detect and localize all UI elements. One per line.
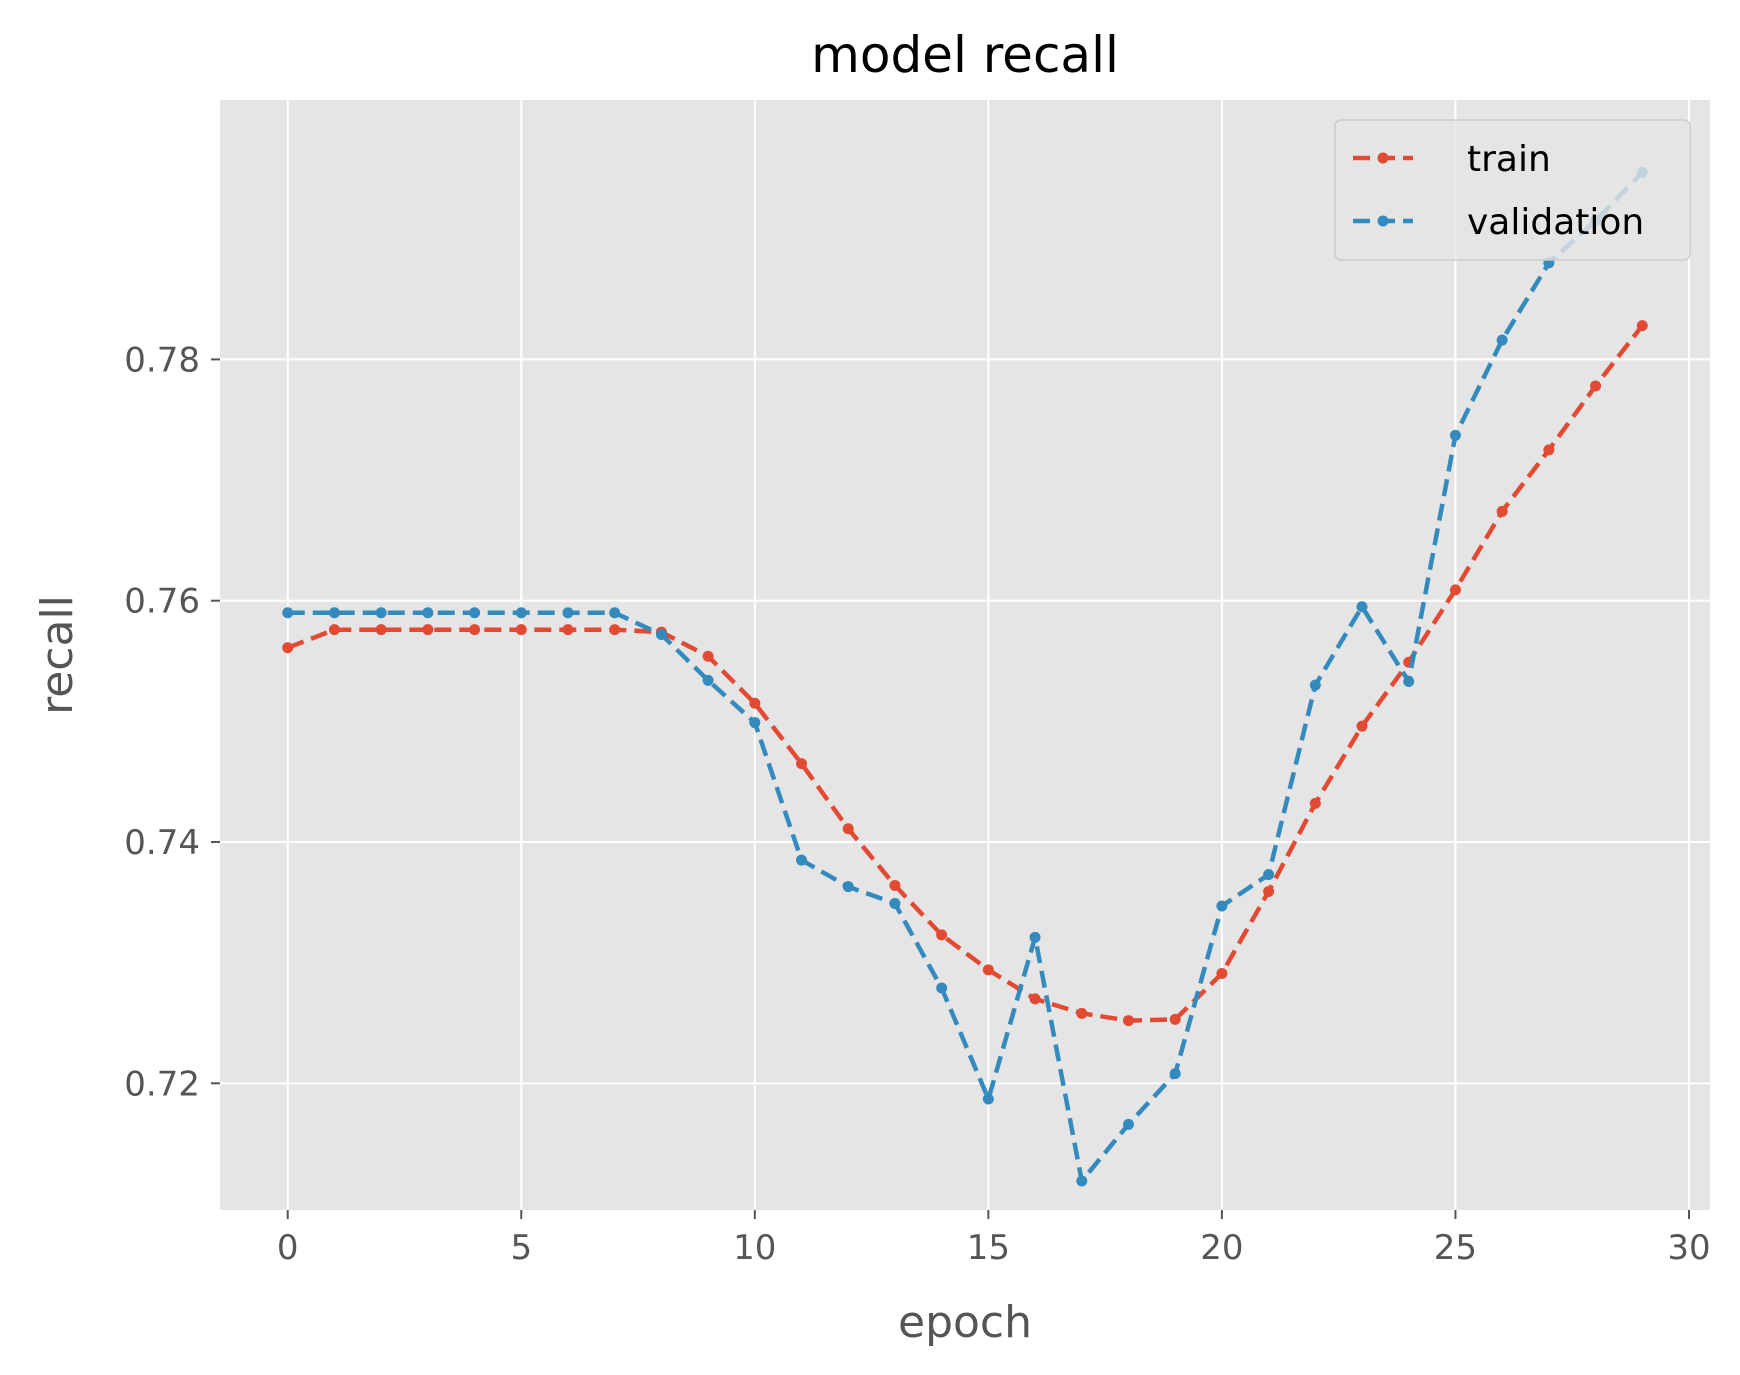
x-axis-label: epoch bbox=[898, 1297, 1032, 1348]
data-point-train bbox=[1076, 1007, 1088, 1019]
legend-label-validation: validation bbox=[1467, 202, 1644, 243]
data-point-train bbox=[936, 929, 948, 941]
chart-title: model recall bbox=[811, 26, 1119, 84]
data-point-validation bbox=[1309, 679, 1321, 691]
data-point-validation bbox=[796, 854, 808, 866]
legend-marker-validation bbox=[1377, 215, 1389, 227]
series-line-train bbox=[286, 324, 1645, 1023]
data-point-validation bbox=[1122, 1118, 1134, 1130]
grid-lines bbox=[220, 100, 1710, 1210]
data-point-train bbox=[282, 642, 294, 654]
data-point-train bbox=[422, 624, 434, 636]
data-point-validation bbox=[702, 674, 714, 686]
data-point-train bbox=[889, 879, 901, 891]
data-point-train bbox=[749, 697, 761, 709]
data-point-validation bbox=[889, 898, 901, 910]
data-point-validation bbox=[655, 628, 667, 640]
data-point-validation bbox=[936, 982, 948, 994]
x-tick-label: 25 bbox=[1434, 1228, 1477, 1268]
data-point-validation bbox=[609, 607, 621, 619]
data-point-train bbox=[1029, 993, 1041, 1005]
data-point-train bbox=[1449, 584, 1461, 596]
series-validation bbox=[282, 166, 1648, 1187]
data-point-validation bbox=[375, 607, 387, 619]
legend: train validation bbox=[1334, 119, 1691, 261]
data-point-validation bbox=[1356, 601, 1368, 613]
data-point-validation bbox=[842, 881, 854, 893]
axis-ticks: 0 5 10 15 20 25 30 0.72 0.74 0.76 0.78 bbox=[124, 340, 1710, 1268]
data-point-validation bbox=[282, 607, 294, 619]
data-point-train bbox=[1496, 505, 1508, 517]
data-point-validation bbox=[1263, 869, 1275, 881]
data-point-validation bbox=[1029, 931, 1041, 943]
plot-background bbox=[220, 100, 1710, 1210]
data-point-train bbox=[375, 624, 387, 636]
data-point-validation bbox=[562, 607, 574, 619]
data-point-train bbox=[469, 624, 481, 636]
data-point-train bbox=[562, 624, 574, 636]
legend-label-train: train bbox=[1467, 139, 1551, 180]
data-point-validation bbox=[1496, 334, 1508, 346]
x-tick-label: 0 bbox=[277, 1228, 299, 1268]
data-point-train bbox=[702, 650, 714, 662]
data-point-validation bbox=[1449, 429, 1461, 441]
x-tick-label: 20 bbox=[1200, 1228, 1243, 1268]
data-point-train bbox=[1356, 720, 1368, 732]
data-point-train bbox=[796, 758, 808, 770]
data-point-train bbox=[328, 624, 340, 636]
data-point-train bbox=[1636, 320, 1648, 332]
data-point-train bbox=[1263, 885, 1275, 897]
data-point-train bbox=[1216, 968, 1228, 980]
data-point-validation bbox=[328, 607, 340, 619]
series-line-validation bbox=[287, 170, 1644, 1184]
y-tick-label: 0.78 bbox=[124, 340, 200, 380]
data-point-train bbox=[1309, 797, 1321, 809]
series-layer bbox=[282, 166, 1648, 1187]
data-point-validation bbox=[1076, 1175, 1088, 1187]
data-point-validation bbox=[422, 607, 434, 619]
y-tick-label: 0.76 bbox=[124, 582, 200, 622]
data-point-train bbox=[1169, 1013, 1181, 1025]
data-point-train bbox=[842, 823, 854, 835]
data-point-train bbox=[1122, 1015, 1134, 1027]
legend-box bbox=[1334, 119, 1691, 261]
data-point-train bbox=[1590, 380, 1602, 392]
y-tick-label: 0.74 bbox=[124, 823, 200, 863]
data-point-validation bbox=[1403, 676, 1415, 688]
data-point-validation bbox=[515, 607, 527, 619]
x-tick-label: 10 bbox=[733, 1228, 776, 1268]
data-point-validation bbox=[982, 1093, 994, 1105]
data-point-train bbox=[1543, 444, 1555, 456]
data-point-validation bbox=[1169, 1068, 1181, 1080]
data-point-validation bbox=[1216, 900, 1228, 912]
y-tick-label: 0.72 bbox=[124, 1064, 200, 1104]
data-point-validation bbox=[749, 717, 761, 729]
x-tick-label: 15 bbox=[967, 1228, 1010, 1268]
data-point-validation bbox=[469, 607, 481, 619]
x-tick-label: 30 bbox=[1667, 1228, 1710, 1268]
y-axis-label: recall bbox=[32, 595, 83, 715]
data-point-train bbox=[515, 624, 527, 636]
data-point-train bbox=[609, 624, 621, 636]
data-point-train bbox=[982, 964, 994, 976]
x-tick-label: 5 bbox=[510, 1228, 532, 1268]
legend-marker-train bbox=[1377, 152, 1389, 164]
